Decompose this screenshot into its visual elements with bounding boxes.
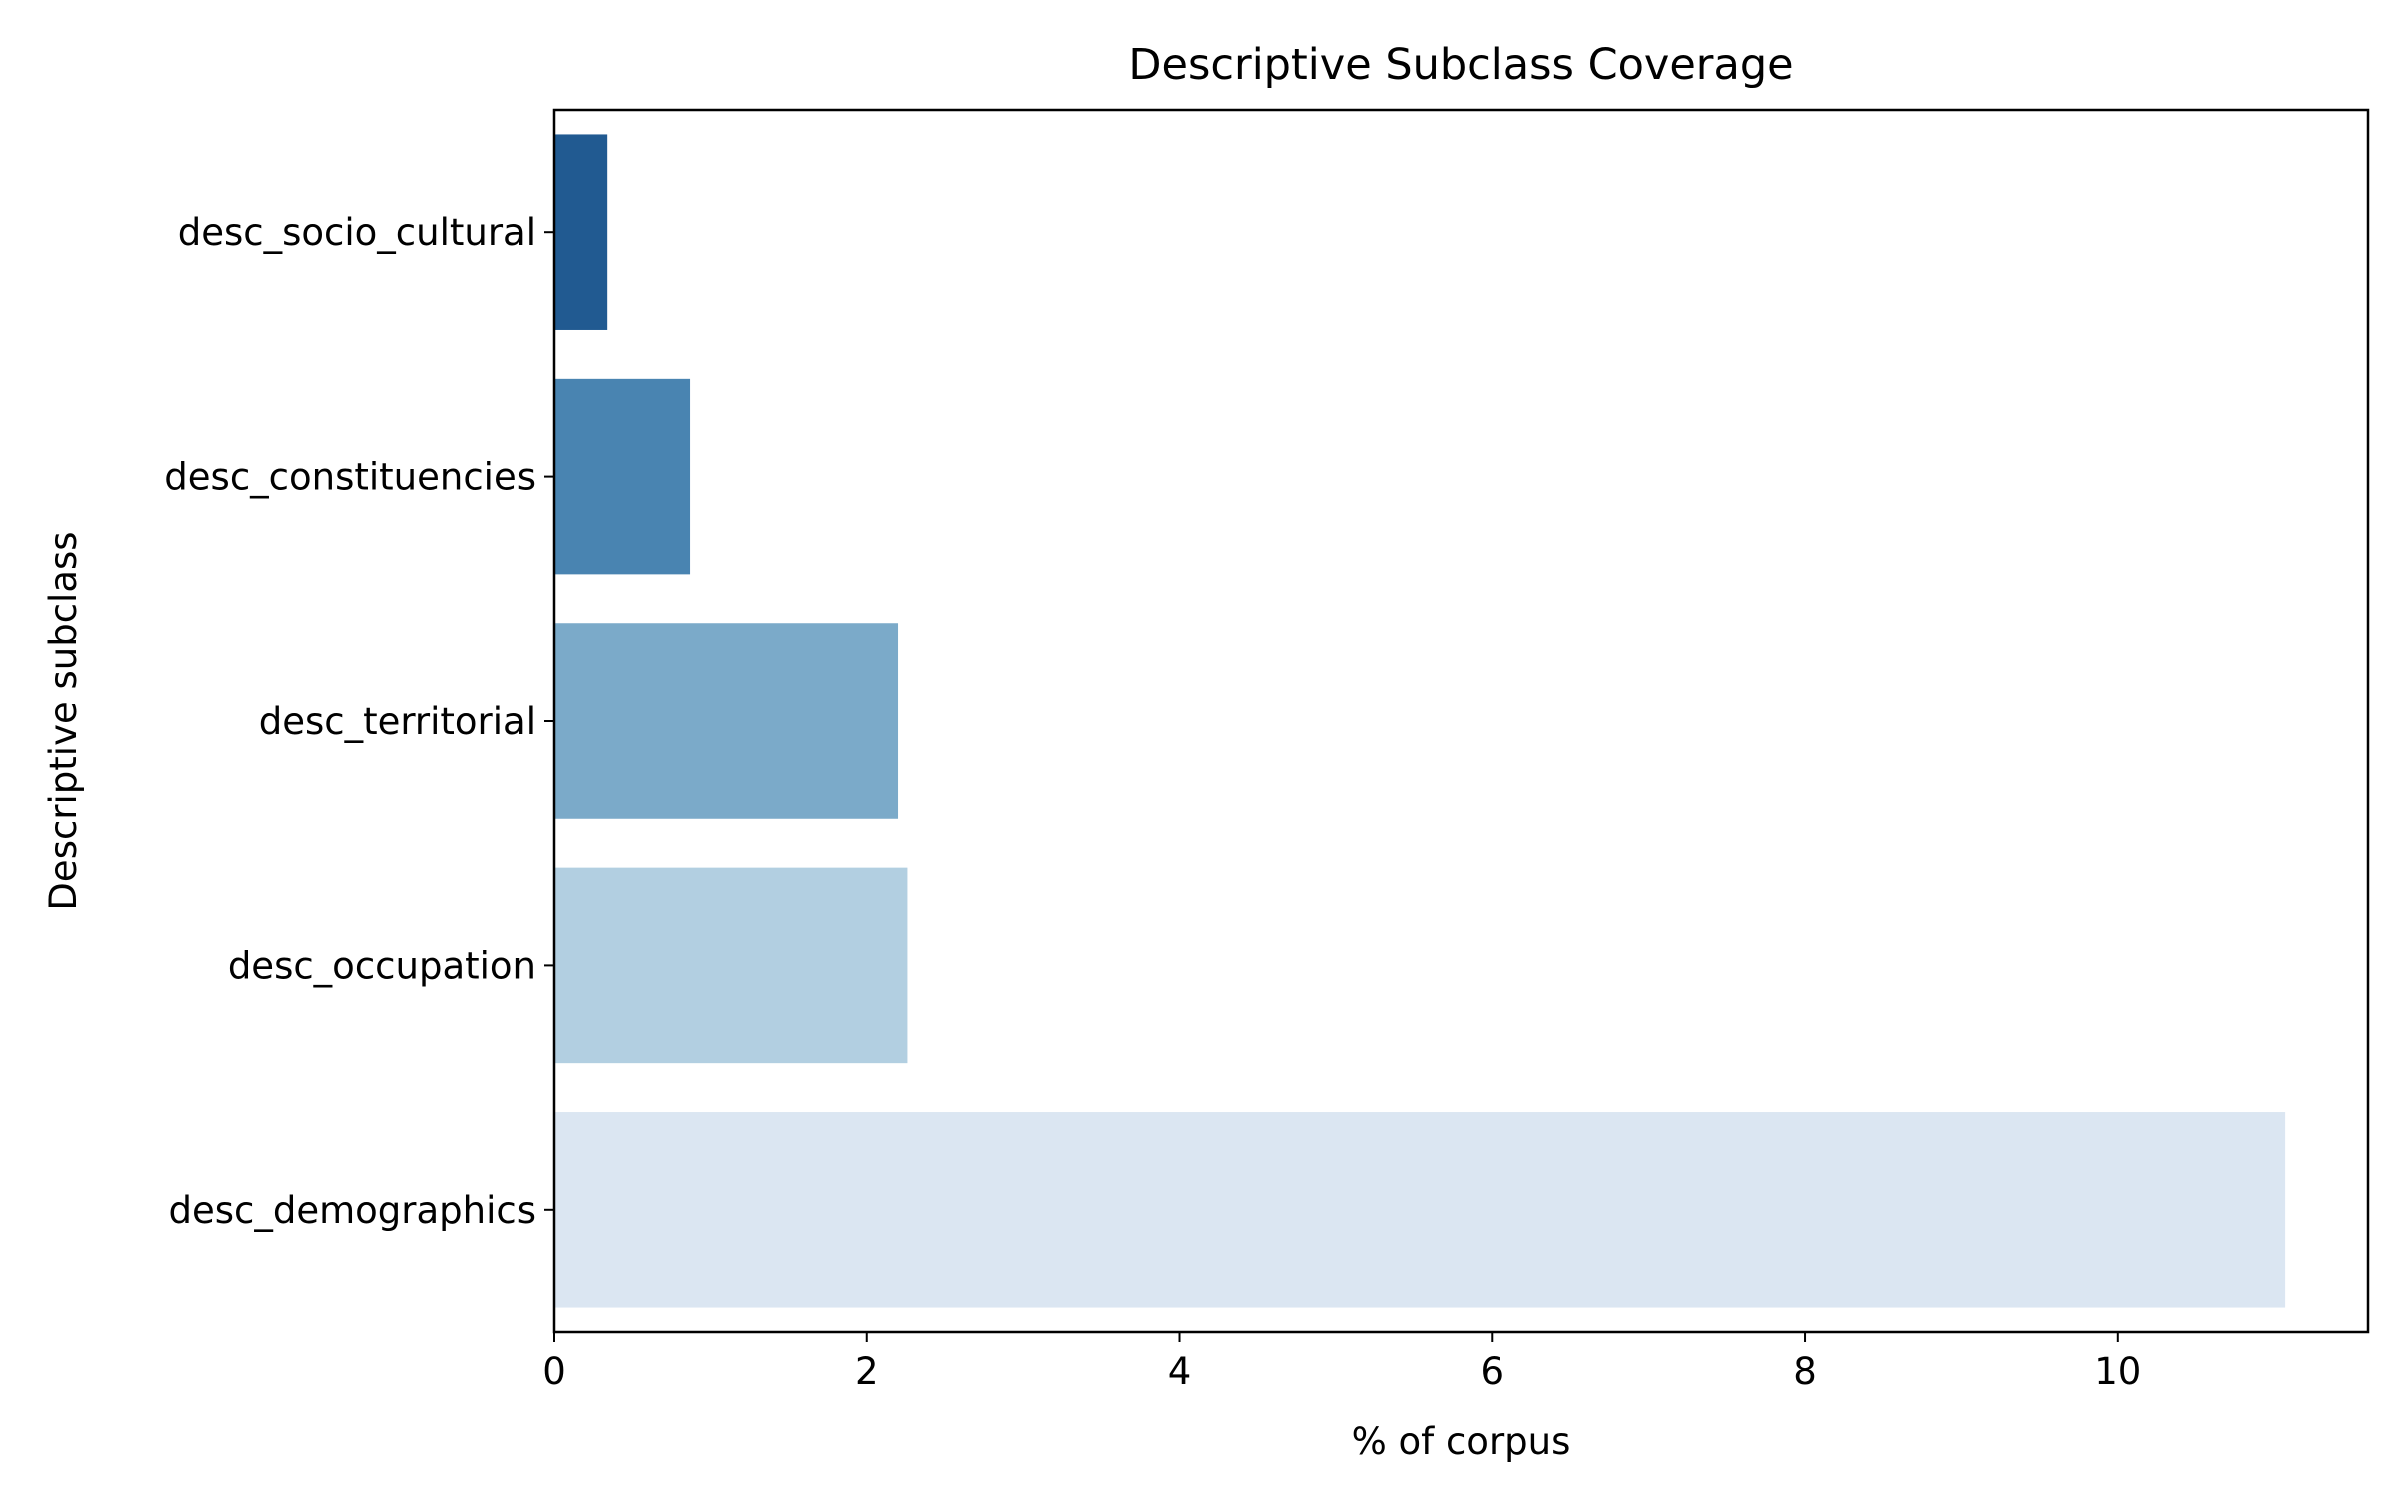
y-axis-label: Descriptive subclass (42, 531, 85, 910)
x-tick-label: 0 (542, 1350, 566, 1393)
bar-desc-occupation (554, 867, 908, 1064)
bars-layer (554, 134, 2286, 1308)
bar-desc-territorial (554, 623, 899, 819)
chart-title: Descriptive Subclass Coverage (1128, 40, 1793, 90)
bar-desc-socio-cultural (554, 134, 608, 330)
y-tick-label: desc_socio_cultural (178, 211, 536, 254)
y-tick-label: desc_territorial (259, 700, 536, 743)
bar-desc-constituencies (554, 378, 691, 575)
x-tick-label: 10 (2094, 1350, 2141, 1393)
x-tick-label: 6 (1481, 1350, 1505, 1393)
x-tick-label: 8 (1793, 1350, 1817, 1393)
plot-area-frame (552, 108, 2370, 1334)
x-axis-label: % of corpus (1352, 1420, 1571, 1463)
x-tick-label: 2 (855, 1350, 879, 1393)
bar-desc-demographics (554, 1112, 2286, 1308)
x-axis: 0 2 4 6 8 10 (542, 1332, 2141, 1393)
y-tick-label: desc_constituencies (164, 456, 536, 499)
y-tick-label: desc_occupation (228, 944, 536, 987)
y-axis: desc_socio_cultural desc_constituenciesde… (164, 211, 554, 1232)
y-tick-label: desc_demographics (168, 1189, 536, 1232)
x-tick-label: 4 (1168, 1350, 1192, 1393)
